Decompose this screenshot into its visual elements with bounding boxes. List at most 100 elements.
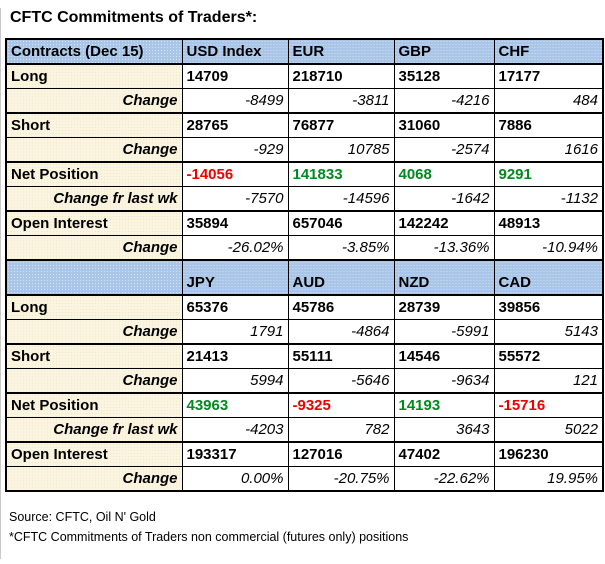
cell-value: -14056 <box>181 161 289 187</box>
table-row: Net Position -14056 141833 4068 9291 <box>5 161 604 187</box>
cell-value: 121 <box>493 368 604 394</box>
row-label: Short <box>5 343 183 369</box>
cell-value: -5646 <box>287 368 395 394</box>
cell-value: -2574 <box>393 137 495 163</box>
cell-value: 31060 <box>393 112 495 138</box>
cell-value: 141833 <box>287 161 395 187</box>
cell-value: 14193 <box>393 392 495 418</box>
cell-value: 3643 <box>393 417 495 443</box>
cell-value: -7570 <box>181 186 289 212</box>
cell-value: 1616 <box>493 137 604 163</box>
cell-value: 45786 <box>287 294 395 320</box>
row-label: Change <box>5 88 183 114</box>
cell-value: 4068 <box>393 161 495 187</box>
footer: Source: CFTC, Oil N' Gold *CFTC Commitme… <box>9 507 605 547</box>
row-label: Long <box>5 63 183 89</box>
footnote: *CFTC Commitments of Traders non commerc… <box>9 530 409 544</box>
cell-value: 21413 <box>181 343 289 369</box>
cell-value: 76877 <box>287 112 395 138</box>
cell-value: 47402 <box>393 441 495 467</box>
source-note: Source: CFTC, Oil N' Gold <box>9 510 156 524</box>
cell-value: -1132 <box>493 186 604 212</box>
cot-report: CFTC Commitments of Traders*: Contracts … <box>0 8 605 547</box>
cell-value: 7886 <box>493 112 604 138</box>
cell-value: 43963 <box>181 392 289 418</box>
cell-value: 19.95% <box>493 466 604 492</box>
cell-value: -5991 <box>393 319 495 345</box>
cell-value: 218710 <box>287 63 395 89</box>
cell-value: 65376 <box>181 294 289 320</box>
row-label: Change <box>5 319 183 345</box>
cell-value: -15716 <box>493 392 604 418</box>
page-title: CFTC Commitments of Traders*: <box>10 9 258 26</box>
table-row: Change -929 10785 -2574 1616 <box>5 137 604 163</box>
table-row: Change 0.00% -20.75% -22.62% 19.95% <box>5 466 604 492</box>
cell-value: 48913 <box>493 210 604 236</box>
table-row: Long 65376 45786 28739 39856 <box>5 294 604 320</box>
row-label: Change fr last wk <box>5 417 183 443</box>
cell-value: 0.00% <box>181 466 289 492</box>
section-header-label <box>5 259 183 296</box>
column-header: CAD <box>493 259 604 296</box>
column-header: EUR <box>287 38 395 65</box>
cell-value: 657046 <box>287 210 395 236</box>
cell-value: -929 <box>181 137 289 163</box>
cell-value: 17177 <box>493 63 604 89</box>
cell-value: 55572 <box>493 343 604 369</box>
cell-value: 28765 <box>181 112 289 138</box>
cell-value: -10.94% <box>493 235 604 261</box>
cell-value: 193317 <box>181 441 289 467</box>
cell-value: 35128 <box>393 63 495 89</box>
cell-value: -9325 <box>287 392 395 418</box>
row-label: Change <box>5 235 183 261</box>
column-header: NZD <box>393 259 495 296</box>
cell-value: 28739 <box>393 294 495 320</box>
cell-value: -1642 <box>393 186 495 212</box>
cell-value: -20.75% <box>287 466 395 492</box>
column-header: USD Index <box>181 38 289 65</box>
section-header-row: Contracts (Dec 15) USD Index EUR GBP CHF <box>5 38 604 65</box>
cell-value: 10785 <box>287 137 395 163</box>
cot-table: Contracts (Dec 15) USD Index EUR GBP CHF Long… <box>5 38 604 492</box>
cell-value: -26.02% <box>181 235 289 261</box>
cell-value: 14546 <box>393 343 495 369</box>
cell-value: -13.36% <box>393 235 495 261</box>
cell-value: 35894 <box>181 210 289 236</box>
row-label: Open Interest <box>5 210 183 236</box>
cell-value: 484 <box>493 88 604 114</box>
column-header: GBP <box>393 38 495 65</box>
table-row: Change fr last wk -7570 -14596 -1642 -1132 <box>5 186 604 212</box>
cell-value: 5143 <box>493 319 604 345</box>
row-label: Net Position <box>5 392 183 418</box>
table-row: Change -8499 -3811 -4216 484 <box>5 88 604 114</box>
section-header-row: JPY AUD NZD CAD <box>5 259 604 296</box>
cell-value: 782 <box>287 417 395 443</box>
cell-value: 39856 <box>493 294 604 320</box>
cell-value: 5994 <box>181 368 289 394</box>
cell-value: -8499 <box>181 88 289 114</box>
cell-value: -4216 <box>393 88 495 114</box>
section-header-label: Contracts (Dec 15) <box>5 38 183 65</box>
cell-value: 5022 <box>493 417 604 443</box>
column-header: AUD <box>287 259 395 296</box>
cell-value: 196230 <box>493 441 604 467</box>
row-label: Open Interest <box>5 441 183 467</box>
cell-value: -9634 <box>393 368 495 394</box>
cell-value: -3811 <box>287 88 395 114</box>
table-row: Short 28765 76877 31060 7886 <box>5 112 604 138</box>
cell-value: -22.62% <box>393 466 495 492</box>
table-row: Long 14709 218710 35128 17177 <box>5 63 604 89</box>
column-header: JPY <box>181 259 289 296</box>
table-row: Net Position 43963 -9325 14193 -15716 <box>5 392 604 418</box>
cell-value: -3.85% <box>287 235 395 261</box>
table-row: Open Interest 193317 127016 47402 196230 <box>5 441 604 467</box>
table-row: Change -26.02% -3.85% -13.36% -10.94% <box>5 235 604 261</box>
cell-value: 127016 <box>287 441 395 467</box>
cell-value: 55111 <box>287 343 395 369</box>
row-label: Change fr last wk <box>5 186 183 212</box>
cell-value: 1791 <box>181 319 289 345</box>
cell-value: -14596 <box>287 186 395 212</box>
cell-value: -4203 <box>181 417 289 443</box>
row-label: Long <box>5 294 183 320</box>
table-row: Change 1791 -4864 -5991 5143 <box>5 319 604 345</box>
